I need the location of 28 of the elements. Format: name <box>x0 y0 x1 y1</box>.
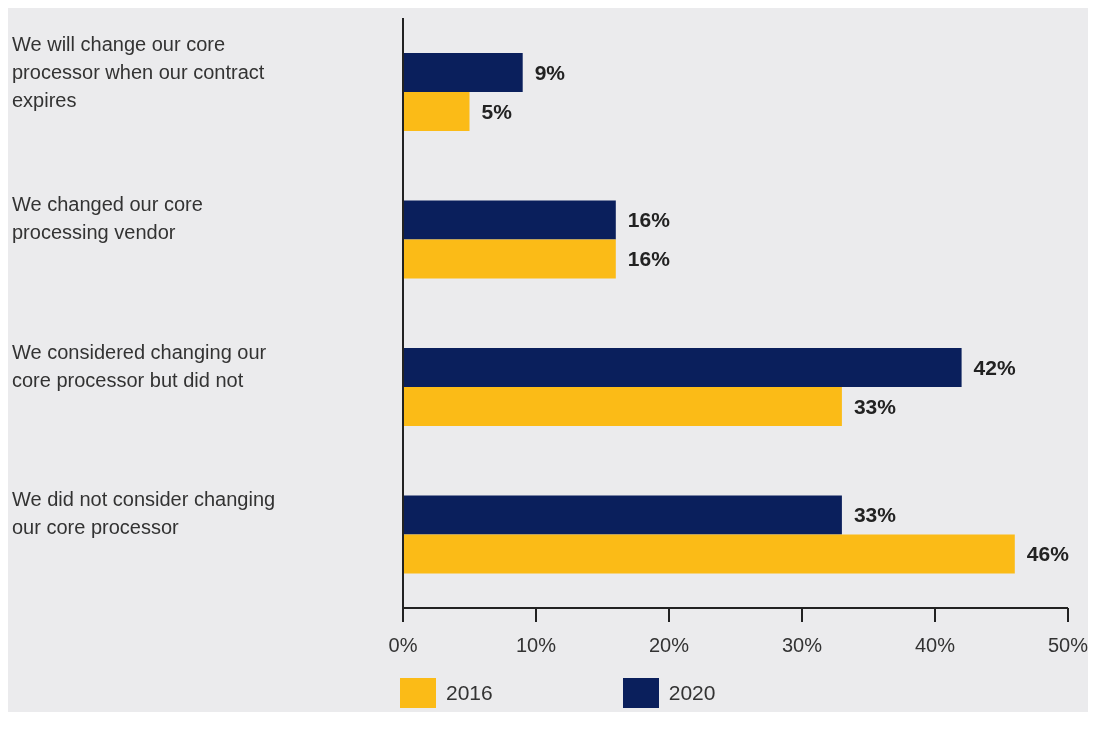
data-label: 16% <box>627 247 671 271</box>
x-tick-label: 10% <box>515 634 557 657</box>
bar <box>403 239 616 279</box>
data-label: 33% <box>853 394 897 418</box>
x-tick-label: 40% <box>914 634 956 657</box>
bar <box>403 53 523 92</box>
data-label: 5% <box>481 99 513 123</box>
bar <box>403 495 842 535</box>
bar <box>403 348 962 387</box>
x-tick-label: 20% <box>648 634 690 657</box>
bar <box>403 387 842 426</box>
bar <box>403 92 470 131</box>
data-label: 33% <box>853 503 897 527</box>
legend-label: 2016 <box>446 681 493 705</box>
y-tick-label: We will change our core processor when our contract expires <box>12 33 265 112</box>
data-label: 46% <box>1026 542 1070 566</box>
x-tick-label: 0% <box>388 634 418 657</box>
legend-label: 2020 <box>668 681 716 705</box>
bar <box>403 200 616 240</box>
data-label: 16% <box>627 208 671 232</box>
bar <box>403 534 1015 574</box>
x-tick-label: 30% <box>781 634 823 657</box>
y-tick-label: We did not consider changing our core processor <box>12 488 276 539</box>
y-tick-label: We changed our core processing vendor <box>12 193 203 244</box>
data-label: 9% <box>534 60 566 84</box>
data-label: 42% <box>973 355 1016 379</box>
x-tick-label: 50% <box>1047 634 1089 657</box>
y-tick-label: We considered changing our core processor but did not <box>12 341 267 392</box>
